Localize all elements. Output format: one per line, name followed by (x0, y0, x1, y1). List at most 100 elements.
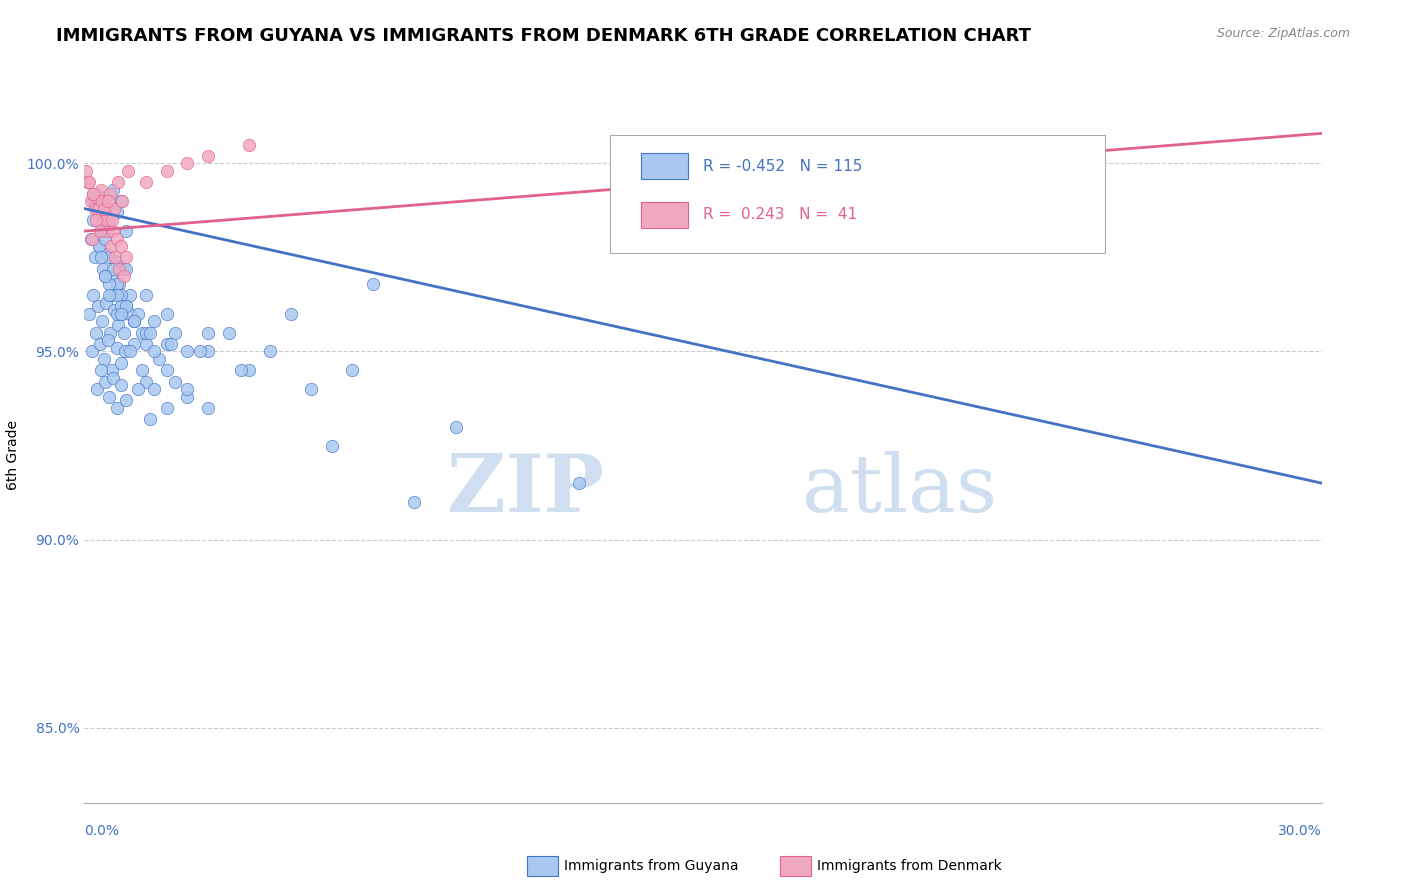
Point (118, 288, 141, 302)
Point (97, 194, 120, 208)
Point (176, 390, 198, 404)
Point (90, 194, 112, 208)
Point (104, 254, 127, 268)
Point (101, 363, 124, 377)
Point (143, 314, 166, 328)
Point (105, 341, 128, 355)
Point (103, 371, 125, 385)
Point (238, 137, 260, 152)
Point (229, 363, 252, 377)
Point (110, 288, 132, 302)
Point (114, 224, 136, 238)
Point (135, 288, 157, 302)
Point (321, 438, 343, 452)
Point (75, 164, 97, 178)
Point (103, 261, 125, 276)
Point (90, 251, 112, 265)
Point (105, 277, 128, 291)
Point (100, 269, 122, 284)
Point (94, 269, 117, 284)
Point (77, 175, 100, 189)
Point (361, 277, 384, 291)
Y-axis label: 6th Grade: 6th Grade (6, 420, 20, 490)
Point (86, 299, 108, 313)
Point (114, 299, 136, 313)
Point (97, 333, 120, 347)
Point (86, 382, 108, 396)
Point (100, 239, 122, 253)
Point (122, 314, 145, 328)
Point (91, 205, 114, 219)
Point (96, 224, 118, 238)
Point (197, 149, 219, 163)
Point (103, 202, 125, 216)
Point (176, 156, 198, 170)
Point (105, 232, 128, 246)
Point (94, 194, 117, 208)
Point (93, 351, 115, 366)
Point (79, 175, 101, 189)
Point (86, 202, 108, 216)
Point (197, 326, 219, 340)
Text: Immigrants from Guyana: Immigrants from Guyana (564, 859, 738, 873)
Point (103, 183, 125, 197)
Point (112, 326, 135, 340)
Point (218, 326, 240, 340)
Point (98, 390, 121, 404)
FancyBboxPatch shape (641, 202, 688, 228)
Point (156, 307, 179, 321)
Point (90, 314, 112, 328)
Point (127, 382, 149, 396)
Point (110, 239, 132, 253)
Point (165, 375, 187, 389)
Point (90, 224, 112, 238)
Point (238, 363, 260, 377)
Point (86, 190, 108, 204)
Point (148, 351, 170, 366)
Point (86, 186, 108, 201)
Point (444, 419, 467, 434)
Point (94, 190, 117, 204)
Point (299, 382, 322, 396)
Text: IMMIGRANTS FROM GUYANA VS IMMIGRANTS FROM DENMARK 6TH GRADE CORRELATION CHART: IMMIGRANTS FROM GUYANA VS IMMIGRANTS FRO… (56, 27, 1031, 45)
Point (87, 212, 110, 227)
Point (94, 232, 117, 246)
Point (87, 239, 110, 253)
Point (110, 378, 132, 392)
Point (342, 363, 364, 377)
Point (98, 251, 121, 265)
Point (90, 363, 112, 377)
Point (259, 344, 281, 359)
FancyBboxPatch shape (641, 153, 688, 179)
Point (89, 224, 111, 238)
Point (94, 375, 117, 389)
Point (83, 202, 105, 216)
Point (188, 344, 211, 359)
Point (84, 326, 107, 340)
Point (98, 212, 121, 227)
Point (143, 382, 166, 396)
Point (111, 307, 134, 321)
Point (105, 401, 128, 415)
Point (105, 307, 128, 321)
Point (139, 326, 162, 340)
Point (94, 269, 117, 284)
Point (82, 212, 104, 227)
Point (156, 401, 179, 415)
Point (104, 251, 127, 265)
Point (160, 337, 183, 351)
Point (135, 326, 157, 340)
Text: atlas: atlas (801, 450, 997, 529)
Point (122, 314, 145, 328)
Point (98, 186, 121, 201)
Point (105, 205, 128, 219)
Point (156, 363, 179, 377)
Point (79, 232, 101, 246)
Point (94, 212, 117, 227)
Point (131, 326, 153, 340)
Point (114, 261, 136, 276)
Text: ZIP: ZIP (447, 450, 605, 529)
Point (135, 175, 157, 189)
Point (82, 194, 104, 208)
Text: 0.0%: 0.0% (84, 823, 120, 838)
